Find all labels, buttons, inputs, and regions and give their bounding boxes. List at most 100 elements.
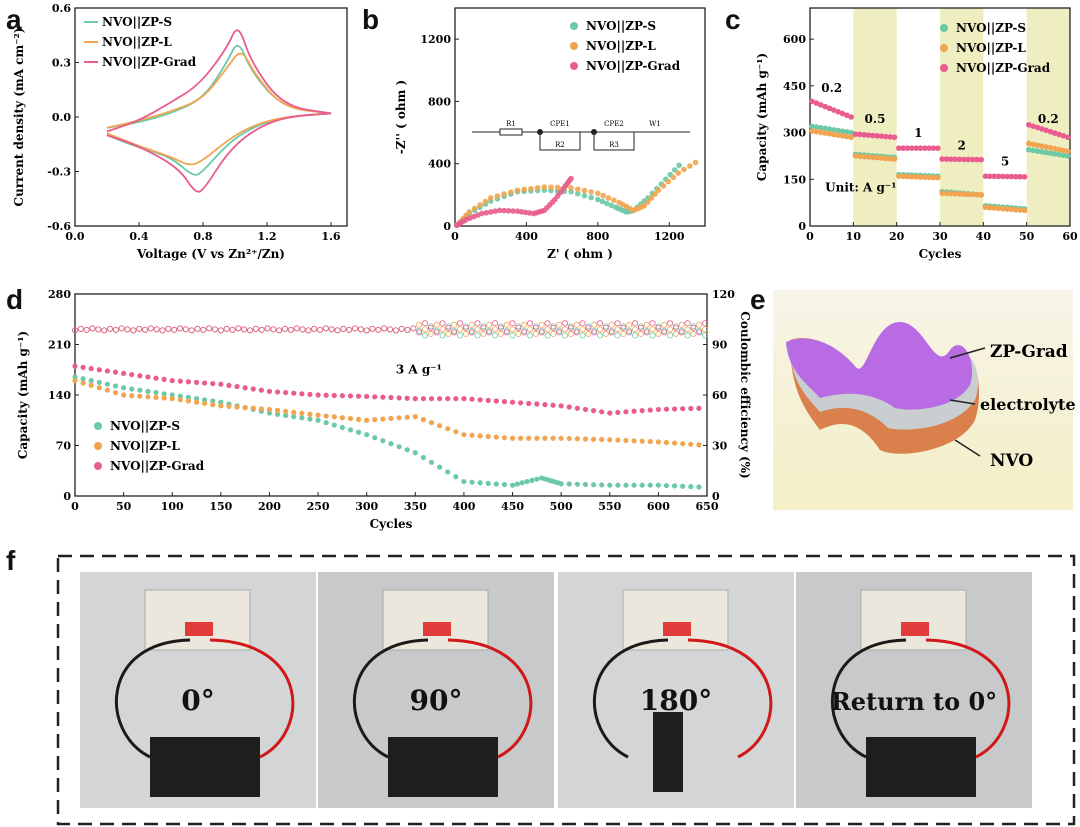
efficiency-point [451, 327, 458, 334]
efficiency-point [626, 327, 633, 334]
capacity-point [291, 390, 297, 396]
capacity-point [299, 410, 305, 416]
efficiency-point [661, 329, 668, 336]
legend-entry: NVO||ZP-Grad [102, 55, 197, 69]
capacity-point [218, 399, 224, 405]
x-tick-label: 150 [209, 500, 232, 513]
rate-point [952, 156, 958, 163]
rate-label: 0.2 [821, 81, 842, 95]
capacity-point [80, 376, 86, 382]
capacity-point [647, 482, 653, 488]
rate-point [822, 103, 828, 110]
capacity-point [250, 386, 256, 392]
rate-point [1056, 146, 1062, 153]
x-tick-label: 400 [515, 230, 538, 243]
legend-entry: NVO||ZP-Grad [956, 61, 1051, 75]
label-electrolyte: electrolyte [980, 395, 1076, 414]
efficiency-point [567, 330, 574, 337]
legend-swatch [940, 44, 948, 52]
capacity-point [396, 395, 402, 401]
rate-point [995, 173, 1002, 180]
capacity-point [129, 371, 135, 378]
capacity-point [412, 396, 418, 402]
plot-frame [454, 7, 706, 227]
y-axis-label: Current density (mA cm⁻²) [12, 28, 26, 207]
black-wire [830, 638, 907, 759]
eis-point [505, 208, 512, 214]
efficiency-point [468, 321, 475, 328]
capacity-point [590, 482, 597, 488]
capacity-point [129, 386, 135, 392]
capacity-point [469, 396, 475, 402]
efficiency-point [649, 326, 656, 333]
capacity-point [437, 396, 443, 402]
y-tick-label: 400 [428, 158, 451, 171]
efficiency-point [433, 327, 440, 334]
capacity-point [574, 481, 580, 487]
capacity-point [469, 432, 475, 438]
capacity-point [364, 393, 370, 400]
rate-point [1065, 134, 1071, 141]
capacity-point [534, 476, 540, 482]
efficiency-point [468, 327, 475, 334]
x-axis-label: Cycles [370, 517, 413, 531]
eis-point [676, 162, 682, 169]
capacity-point [88, 377, 94, 384]
efficiency-point [427, 330, 434, 337]
rate-point [878, 133, 885, 140]
y-tick-label: 300 [783, 127, 806, 140]
capacity-point [250, 405, 256, 411]
capacity-point [339, 393, 345, 399]
y2-tick-label: 90 [712, 339, 728, 352]
capacity-point [242, 405, 248, 411]
efficiency-point [678, 327, 685, 334]
rate-point [887, 155, 893, 162]
efficiency-point [462, 323, 469, 330]
eis-point [521, 186, 527, 193]
flexible-battery [866, 737, 976, 797]
rate-point [887, 134, 893, 140]
cv-curve-2 [106, 29, 332, 193]
efficiency-point [690, 330, 697, 337]
capacity-point [526, 435, 532, 441]
capacity-point [234, 404, 240, 410]
x-tick-label: 0.0 [65, 230, 84, 243]
black-wire [592, 638, 669, 759]
rate-point [844, 112, 850, 119]
capacity-point [501, 435, 508, 441]
capacity-point [477, 480, 483, 486]
capacity-point [501, 481, 508, 488]
capacity-point [299, 391, 305, 397]
y-tick-label: 210 [48, 339, 71, 352]
efficiency-point [614, 326, 621, 333]
rate-point [835, 109, 841, 115]
capacity-point [339, 424, 345, 431]
efficiency-point [270, 326, 277, 333]
capacity-point [688, 441, 694, 447]
efficiency-point [352, 325, 359, 332]
efficiency-point [632, 332, 639, 339]
rate-point [1008, 206, 1015, 213]
capacity-point [80, 380, 86, 386]
capacity-point [558, 403, 564, 409]
legend-entry: NVO||ZP-L [102, 35, 172, 49]
capacity-point [323, 413, 329, 419]
capacity-point [388, 394, 394, 401]
efficiency-point [427, 323, 434, 330]
y2-tick-label: 30 [712, 440, 728, 453]
capacity-point [404, 447, 410, 453]
rate-point [818, 129, 824, 136]
capacity-point [266, 388, 273, 394]
legend-swatch [570, 22, 578, 30]
capacity-point [355, 393, 362, 399]
capacity-point [680, 441, 686, 447]
eis-point [554, 184, 561, 191]
capacity-point [518, 400, 524, 406]
rate-point [948, 190, 954, 197]
rate-label: 0.5 [865, 112, 886, 126]
rate-point [952, 191, 958, 197]
efficiency-point [620, 323, 627, 330]
capacity-point [355, 416, 362, 423]
black-wire [352, 638, 429, 759]
efficiency-point [521, 327, 528, 334]
